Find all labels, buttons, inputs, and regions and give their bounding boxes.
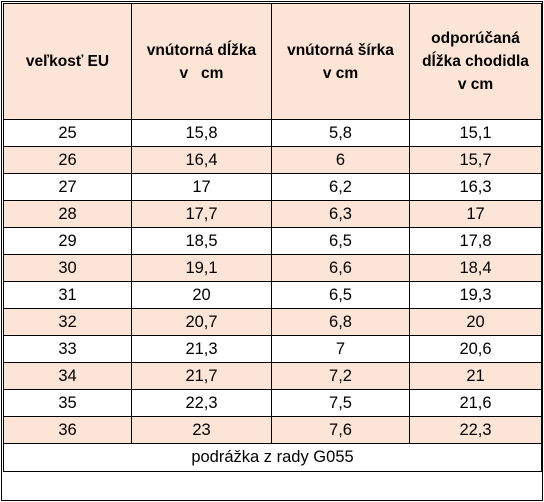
header-foot-length-line1: odporúčaná: [431, 30, 520, 47]
foot-length-cell: 16,3: [409, 173, 542, 201]
size-eu-cell: 36: [3, 416, 132, 444]
header-inner-length-line2: v cm: [179, 64, 224, 82]
size-eu-cell: 33: [3, 335, 132, 363]
table-row: 28 17,7 6,3 17: [3, 200, 542, 228]
size-eu-cell: 34: [3, 362, 132, 390]
footer-row: podrážka z rady G055: [3, 443, 542, 472]
inner-length-cell: 20: [131, 281, 272, 309]
table-header: veľkosť EU vnútorná dĺžka v cm vnútorná …: [3, 3, 542, 120]
foot-length-cell: 17: [409, 200, 542, 228]
foot-length-cell: 19,3: [409, 281, 542, 309]
header-foot-length: odporúčaná dĺžka chodidla v cm: [409, 3, 542, 120]
inner-width-cell: 6,3: [271, 200, 410, 228]
header-inner-width: vnútorná šírka v cm: [271, 3, 410, 120]
table-row: 25 15,8 5,8 15,1: [3, 119, 542, 147]
inner-width-cell: 6,5: [271, 227, 410, 255]
inner-width-cell: 7,5: [271, 389, 410, 417]
foot-length-cell: 18,4: [409, 254, 542, 282]
header-inner-length: vnútorná dĺžka v cm: [131, 3, 272, 120]
inner-length-cell: 18,5: [131, 227, 272, 255]
inner-length-cell: 17,7: [131, 200, 272, 228]
size-eu-cell: 31: [3, 281, 132, 309]
foot-length-cell: 15,7: [409, 146, 542, 174]
header-inner-length-line1: vnútorná dĺžka: [146, 41, 257, 59]
size-eu-cell: 26: [3, 146, 132, 174]
table-row: 26 16,4 6 15,7: [3, 146, 542, 174]
table-row: 32 20,7 6,8 20: [3, 308, 542, 336]
inner-length-cell: 23: [131, 416, 272, 444]
header-inner-width-line1: vnútorná šírka: [287, 41, 394, 59]
size-eu-cell: 27: [3, 173, 132, 201]
table-row: 30 19,1 6,6 18,4: [3, 254, 542, 282]
inner-width-cell: 6,8: [271, 308, 410, 336]
size-eu-cell: 29: [3, 227, 132, 255]
inner-width-cell: 6,5: [271, 281, 410, 309]
inner-length-cell: 19,1: [131, 254, 272, 282]
size-eu-cell: 32: [3, 308, 132, 336]
inner-width-cell: 7,6: [271, 416, 410, 444]
header-inner-width-line2: v cm: [322, 64, 359, 82]
inner-length-cell: 22,3: [131, 389, 272, 417]
table-row: 34 21,7 7,2 21: [3, 362, 542, 390]
footer-note: podrážka z rady G055: [3, 443, 542, 472]
foot-length-cell: 21,6: [409, 389, 542, 417]
foot-length-cell: 17,8: [409, 227, 542, 255]
inner-width-cell: 7: [271, 335, 410, 363]
table-footer: podrážka z rady G055: [3, 443, 542, 472]
size-chart-table: veľkosť EU vnútorná dĺžka v cm vnútorná …: [3, 3, 542, 472]
table-row: 27 17 6,2 16,3: [3, 173, 542, 201]
header-size-eu-label: veľkosť EU: [25, 53, 110, 70]
size-eu-cell: 28: [3, 200, 132, 228]
size-eu-cell: 25: [3, 119, 132, 147]
foot-length-cell: 15,1: [409, 119, 542, 147]
inner-width-cell: 6,6: [271, 254, 410, 282]
inner-length-cell: 17: [131, 173, 272, 201]
header-row: veľkosť EU vnútorná dĺžka v cm vnútorná …: [3, 3, 542, 120]
inner-length-cell: 16,4: [131, 146, 272, 174]
table-row: 29 18,5 6,5 17,8: [3, 227, 542, 255]
foot-length-cell: 22,3: [409, 416, 542, 444]
table-row: 31 20 6,5 19,3: [3, 281, 542, 309]
header-foot-length-line2: dĺžka chodidla: [422, 53, 529, 70]
inner-width-cell: 6,2: [271, 173, 410, 201]
inner-width-cell: 5,8: [271, 119, 410, 147]
size-eu-cell: 30: [3, 254, 132, 282]
header-foot-length-line3: v cm: [457, 76, 494, 93]
inner-length-cell: 15,8: [131, 119, 272, 147]
table-row: 35 22,3 7,5 21,6: [3, 389, 542, 417]
inner-width-cell: 7,2: [271, 362, 410, 390]
foot-length-cell: 20,6: [409, 335, 542, 363]
inner-width-cell: 6: [271, 146, 410, 174]
table-row: 33 21,3 7 20,6: [3, 335, 542, 363]
foot-length-cell: 20: [409, 308, 542, 336]
table-body: 25 15,8 5,8 15,1 26 16,4 6 15,7 27 17 6,2 16,3 28 17,…: [3, 119, 542, 444]
inner-length-cell: 21,3: [131, 335, 272, 363]
inner-length-cell: 21,7: [131, 362, 272, 390]
foot-length-cell: 21: [409, 362, 542, 390]
header-size-eu: veľkosť EU: [3, 3, 132, 120]
table-row: 36 23 7,6 22,3: [3, 416, 542, 444]
inner-length-cell: 20,7: [131, 308, 272, 336]
size-eu-cell: 35: [3, 389, 132, 417]
